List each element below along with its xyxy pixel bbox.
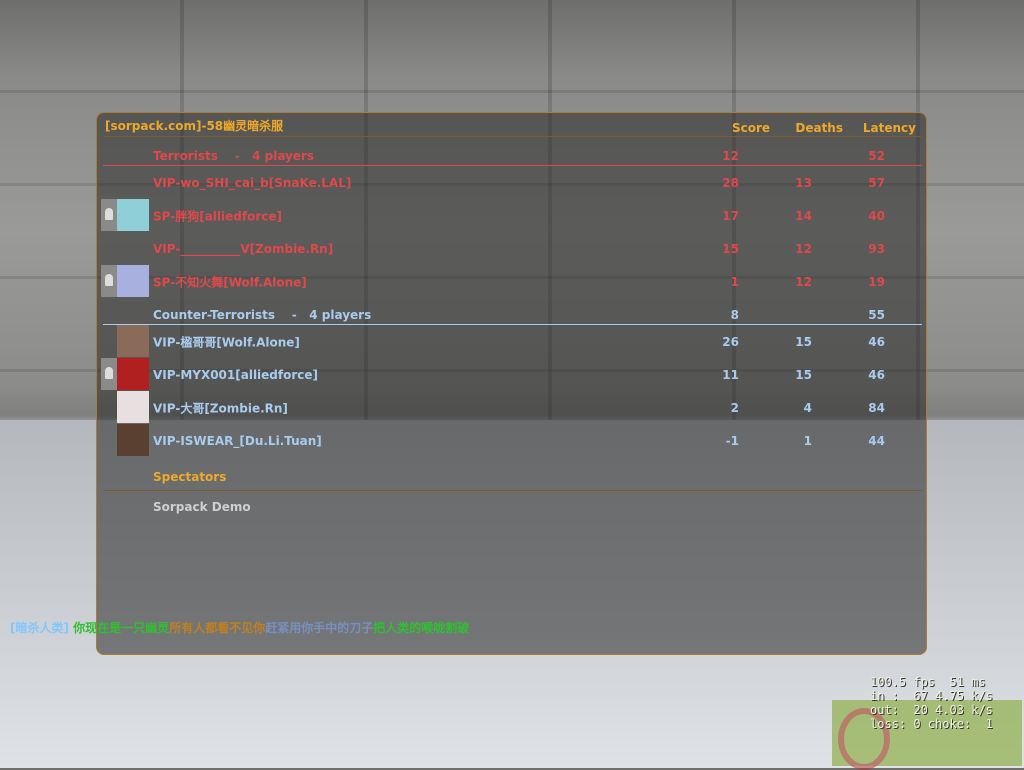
player-score: 1 <box>730 274 739 289</box>
player-score: 15 <box>722 241 739 256</box>
player-row[interactable]: VIP-MYX001[alliedforce] 11 15 46 <box>97 358 926 391</box>
player-deaths: 1 <box>803 433 812 448</box>
player-deaths: 14 <box>795 208 812 223</box>
player-score: 17 <box>722 208 739 223</box>
player-deaths: 12 <box>795 274 812 289</box>
latency-column-header: Latency <box>862 121 916 135</box>
player-score: 11 <box>722 367 739 382</box>
netgraph-loss: loss: 0 choke: 1 <box>870 717 993 731</box>
spectator-row[interactable]: Sorpack Demo <box>97 493 926 521</box>
player-name: VIP-MYX001[alliedforce] <box>153 367 319 382</box>
team-header-spectators: Spectators <box>97 464 926 490</box>
player-name: VIP-大哥[Zombie.Rn] <box>153 401 288 415</box>
player-avatar <box>117 265 149 297</box>
player-avatar <box>117 391 149 423</box>
chat-segment: 把人类的喉咙割破 <box>373 621 470 635</box>
spectators-label: Spectators <box>153 470 227 484</box>
team-divider <box>103 324 922 325</box>
player-name: SP-胖狗[alliedforce] <box>153 209 282 223</box>
player-latency: 44 <box>868 433 885 448</box>
chat-message: [暗杀人类] 你现在是一只幽灵所有人都看不见你赶紧用你手中的刀子把人类的喉咙割破 <box>10 619 469 636</box>
player-name: SP-不知火舞[Wolf.Alone] <box>153 275 307 289</box>
netgraph-in: in : 67 4.75 k/s <box>870 689 993 703</box>
player-latency: 19 <box>868 274 885 289</box>
player-latency: 57 <box>868 175 885 190</box>
player-deaths: 15 <box>795 334 812 349</box>
player-row[interactable]: VIP-大哥[Zombie.Rn] 2 4 84 <box>97 391 926 424</box>
team-divider <box>103 165 922 166</box>
player-avatar <box>117 358 149 390</box>
player-row[interactable]: VIP-wo_SHI_cai_b[SnaKe.LAL] 28 13 57 <box>97 166 926 199</box>
spectator-name: Sorpack Demo <box>153 500 251 514</box>
player-row[interactable]: VIP-__________V[Zombie.Rn] 15 12 93 <box>97 232 926 265</box>
team-header-terrorists: Terrorists - 4 players 12 52 <box>97 141 926 171</box>
player-name: VIP-__________V[Zombie.Rn] <box>153 241 334 256</box>
player-deaths: 13 <box>795 175 812 190</box>
team-label: Terrorists - 4 players <box>153 149 315 163</box>
watermark-logo <box>832 700 1022 770</box>
player-avatar <box>117 325 149 357</box>
deaths-column-header: Deaths <box>795 121 843 135</box>
player-latency: 93 <box>868 241 885 256</box>
player-row[interactable]: SP-不知火舞[Wolf.Alone] 1 12 19 <box>97 265 926 298</box>
player-avatar <box>117 199 149 231</box>
ghost-icon <box>101 358 117 390</box>
team-latency: 52 <box>868 149 885 163</box>
player-row[interactable]: VIP-ISWEAR_[Du.Li.Tuan] -1 1 44 <box>97 424 926 457</box>
chat-segment: 你现在是一只幽灵 <box>73 621 170 635</box>
player-name: VIP-ISWEAR_[Du.Li.Tuan] <box>153 433 322 448</box>
player-deaths: 15 <box>795 367 812 382</box>
player-score: -1 <box>725 433 739 448</box>
player-latency: 84 <box>868 400 885 415</box>
player-deaths: 4 <box>803 400 812 415</box>
chat-segment: 赶紧用你手中的刀子 <box>265 621 374 635</box>
ghost-icon <box>101 265 117 297</box>
team-label: Counter-Terrorists - 4 players <box>153 308 372 322</box>
chat-segment: 所有人都看不见你 <box>169 621 266 635</box>
spectators-divider <box>103 490 922 491</box>
header-divider <box>103 136 922 137</box>
player-name: VIP-wo_SHI_cai_b[SnaKe.LAL] <box>153 175 352 190</box>
score-column-header: Score <box>731 121 770 135</box>
player-score: 26 <box>722 334 739 349</box>
ghost-icon <box>101 199 117 231</box>
chat-prefix: [暗杀人类] <box>10 621 69 635</box>
netgraph: 100.5 fps 51 ms in : 67 4.75 k/s out: 20 4… <box>870 675 993 731</box>
team-score: 8 <box>730 308 739 322</box>
netgraph-fps: 100.5 fps 51 ms <box>870 675 986 689</box>
player-name: VIP-楹哥哥[Wolf.Alone] <box>153 335 300 349</box>
player-row[interactable]: VIP-楹哥哥[Wolf.Alone] 26 15 46 <box>97 325 926 358</box>
server-title: [sorpack.com]-58幽灵暗杀服 <box>105 119 284 133</box>
player-score: 28 <box>722 175 739 190</box>
team-header-counter-terrorists: Counter-Terrorists - 4 players 8 55 <box>97 300 926 330</box>
team-latency: 55 <box>868 308 885 322</box>
player-deaths: 12 <box>795 241 812 256</box>
netgraph-out: out: 20 4.03 k/s <box>870 703 993 717</box>
player-latency: 40 <box>868 208 885 223</box>
scoreboard-panel: [sorpack.com]-58幽灵暗杀服 Score Deaths Laten… <box>96 112 927 655</box>
player-latency: 46 <box>868 367 885 382</box>
player-avatar <box>117 424 149 456</box>
player-row[interactable]: SP-胖狗[alliedforce] 17 14 40 <box>97 199 926 232</box>
player-latency: 46 <box>868 334 885 349</box>
player-score: 2 <box>730 400 739 415</box>
team-score: 12 <box>722 149 739 163</box>
